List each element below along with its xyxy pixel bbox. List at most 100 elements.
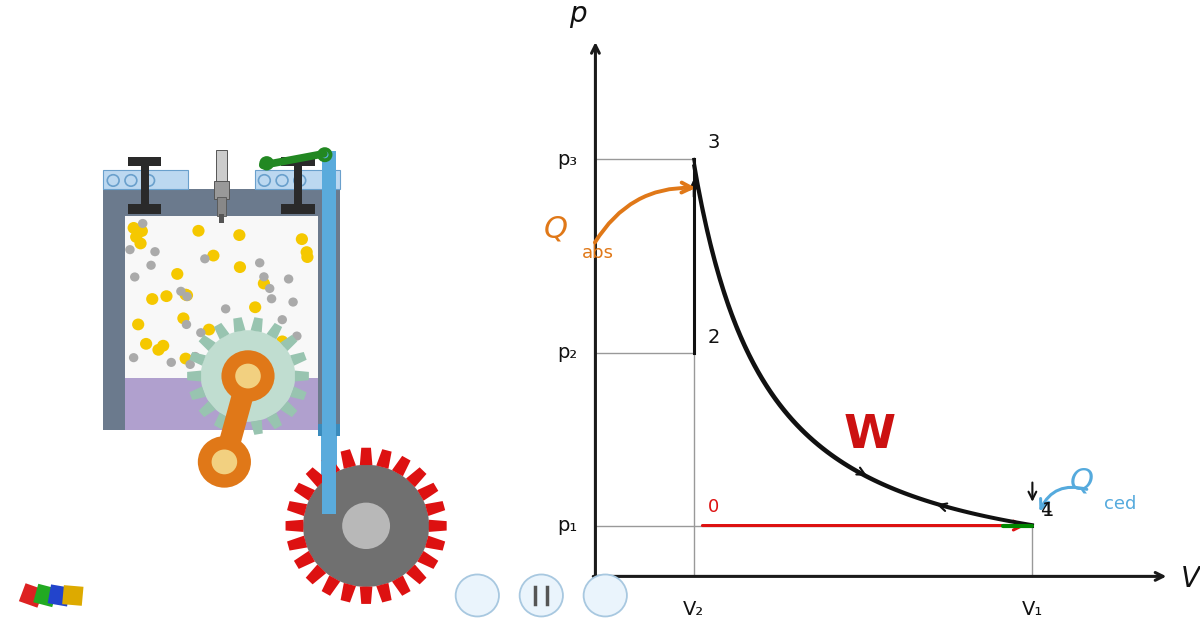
Circle shape <box>167 358 176 367</box>
Circle shape <box>276 336 288 347</box>
Bar <box>125 216 318 378</box>
Circle shape <box>254 259 264 267</box>
Circle shape <box>192 225 204 237</box>
Circle shape <box>284 274 293 284</box>
Circle shape <box>266 294 276 304</box>
Text: 2: 2 <box>708 328 720 347</box>
Polygon shape <box>694 160 1032 526</box>
Polygon shape <box>281 401 298 417</box>
Circle shape <box>132 319 144 331</box>
Circle shape <box>222 351 275 402</box>
Circle shape <box>146 293 158 305</box>
Circle shape <box>200 331 295 422</box>
Polygon shape <box>360 448 372 465</box>
Circle shape <box>288 297 298 307</box>
Circle shape <box>200 254 210 264</box>
Circle shape <box>136 225 148 237</box>
Circle shape <box>268 339 276 349</box>
Text: abs: abs <box>582 244 613 262</box>
Circle shape <box>178 312 190 324</box>
Polygon shape <box>290 386 307 400</box>
Circle shape <box>172 268 184 280</box>
Text: 3: 3 <box>708 133 720 151</box>
Text: p₂: p₂ <box>558 343 577 362</box>
Text: V₁: V₁ <box>1021 600 1043 619</box>
Circle shape <box>259 272 269 282</box>
Circle shape <box>138 219 148 228</box>
Text: 0: 0 <box>708 498 719 516</box>
Polygon shape <box>322 575 341 596</box>
Polygon shape <box>287 501 307 516</box>
Circle shape <box>300 246 313 258</box>
Circle shape <box>233 229 246 241</box>
Circle shape <box>130 231 143 243</box>
Polygon shape <box>322 456 341 476</box>
Polygon shape <box>214 373 258 464</box>
Polygon shape <box>190 352 206 366</box>
Circle shape <box>161 290 173 302</box>
Circle shape <box>186 360 194 369</box>
Circle shape <box>235 364 260 389</box>
Circle shape <box>181 289 193 301</box>
Circle shape <box>180 289 192 300</box>
Bar <box>216 150 227 183</box>
Bar <box>103 170 188 189</box>
Circle shape <box>134 237 146 249</box>
Circle shape <box>203 324 215 336</box>
Circle shape <box>130 272 139 282</box>
Circle shape <box>234 261 246 273</box>
Polygon shape <box>281 335 298 351</box>
Circle shape <box>265 284 275 293</box>
Bar <box>125 378 318 431</box>
Polygon shape <box>406 467 426 487</box>
Circle shape <box>208 250 220 262</box>
Bar <box>318 216 340 431</box>
Circle shape <box>236 346 248 358</box>
Circle shape <box>191 352 200 361</box>
Polygon shape <box>392 575 410 596</box>
Text: V₂: V₂ <box>683 600 704 619</box>
Circle shape <box>292 332 301 341</box>
Bar <box>218 214 224 223</box>
Polygon shape <box>418 483 438 501</box>
Polygon shape <box>233 420 246 435</box>
Circle shape <box>180 352 192 364</box>
Circle shape <box>583 575 626 617</box>
Polygon shape <box>251 317 263 332</box>
Circle shape <box>233 361 245 372</box>
Text: 4: 4 <box>1040 501 1051 519</box>
Text: V: V <box>1181 565 1200 593</box>
Circle shape <box>304 464 430 587</box>
Circle shape <box>224 339 236 351</box>
Bar <box>294 158 302 212</box>
Polygon shape <box>428 520 446 532</box>
Circle shape <box>250 301 262 313</box>
Polygon shape <box>306 565 326 584</box>
Text: W: W <box>844 413 896 458</box>
Bar <box>217 197 226 216</box>
Polygon shape <box>190 386 206 400</box>
Polygon shape <box>287 536 307 551</box>
Circle shape <box>146 260 156 270</box>
Circle shape <box>295 233 308 245</box>
Circle shape <box>277 315 287 324</box>
Circle shape <box>520 575 563 617</box>
Circle shape <box>258 277 270 289</box>
Polygon shape <box>425 536 445 551</box>
Bar <box>318 424 340 436</box>
Polygon shape <box>187 371 202 381</box>
Polygon shape <box>199 401 216 417</box>
Bar <box>214 182 229 198</box>
Text: Q: Q <box>1069 466 1093 495</box>
Polygon shape <box>266 323 282 339</box>
Circle shape <box>150 247 160 256</box>
Circle shape <box>157 340 169 352</box>
Polygon shape <box>306 467 326 487</box>
Bar <box>62 585 84 606</box>
Polygon shape <box>286 520 304 532</box>
Polygon shape <box>295 371 308 381</box>
Text: p: p <box>569 0 587 28</box>
Polygon shape <box>294 483 314 501</box>
Circle shape <box>127 222 139 234</box>
Bar <box>103 189 340 216</box>
